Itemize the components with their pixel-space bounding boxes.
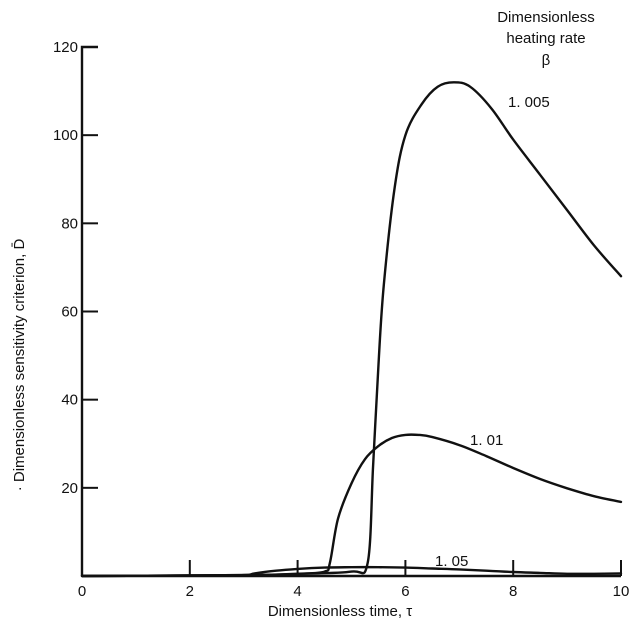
series-label-0: 1. 005 [508, 94, 550, 111]
y-tick-label: 20 [61, 480, 78, 497]
x-tick-label: 10 [613, 583, 630, 600]
x-tick-label: 0 [78, 583, 86, 600]
y-tick-label: 80 [61, 215, 78, 232]
x-tick-label: 2 [186, 583, 194, 600]
series-label-1: 1. 01 [470, 432, 503, 449]
tick-labels: 0 2 4 6 8 10 20 40 60 80 100 120 [53, 39, 629, 600]
series-line-1 [80, 433, 623, 578]
y-axis-label: · Dimensionless sensitivity criterion, D… [11, 239, 28, 492]
x-tick-label: 6 [401, 583, 409, 600]
series-curves [80, 81, 623, 578]
series-line-2 [80, 565, 623, 578]
axes [80, 45, 621, 578]
x-axis-label: Dimensionless time, τ [268, 603, 412, 620]
legend-title-line-2: heating rate [506, 30, 585, 47]
x-tick-label: 4 [293, 583, 301, 600]
ticks [82, 134, 622, 576]
x-tick-label: 8 [509, 583, 517, 600]
series-label-2: 1. 05 [435, 553, 468, 570]
legend-title-line-1: Dimensionless [497, 9, 595, 26]
y-tick-label: 120 [53, 39, 78, 56]
y-tick-label: 100 [53, 127, 78, 144]
y-tick-label: 40 [61, 392, 78, 409]
series-labels: 1. 005 1. 01 1. 05 [435, 94, 550, 570]
legend-title-line-3: β [542, 52, 551, 69]
series-line-0 [80, 81, 623, 578]
y-tick-label: 60 [61, 304, 78, 321]
